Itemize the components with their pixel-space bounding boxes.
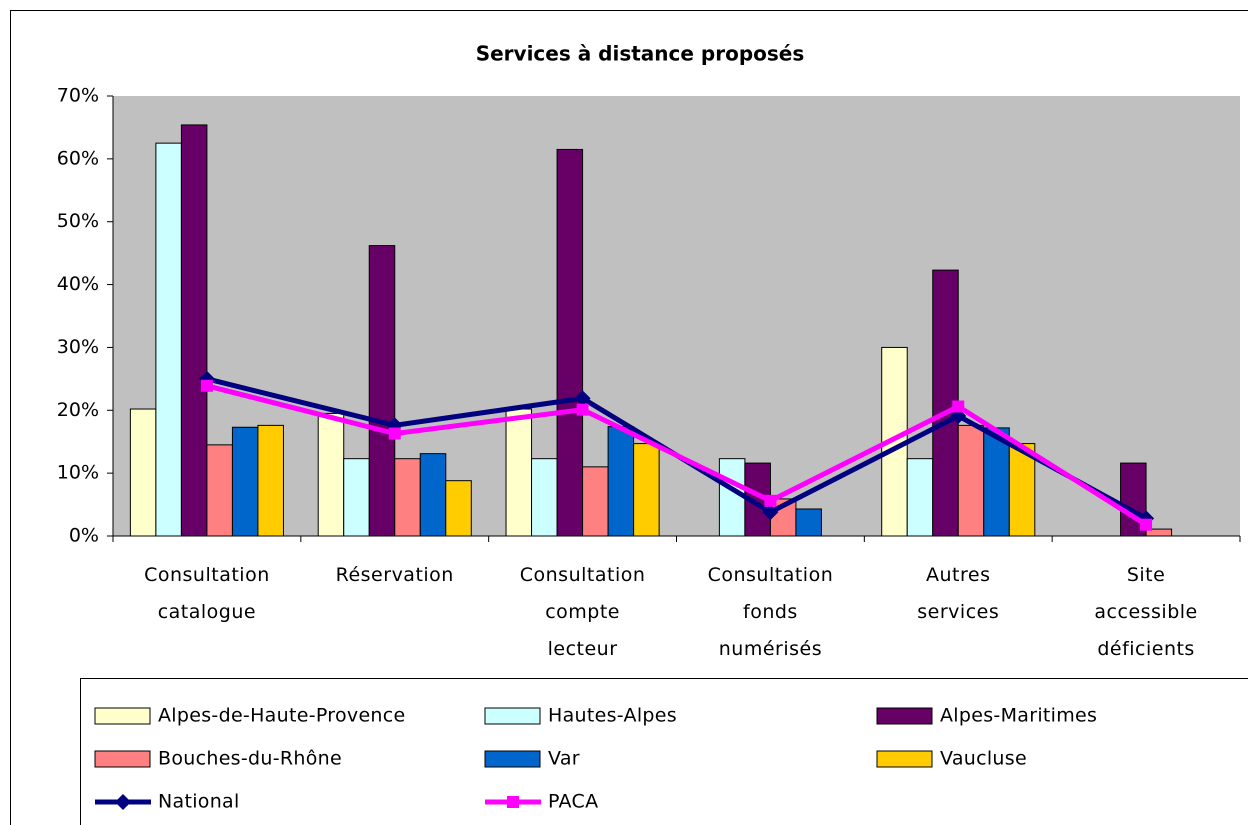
legend-marker bbox=[507, 796, 519, 808]
line-marker bbox=[1140, 518, 1153, 531]
line-marker bbox=[764, 494, 777, 507]
legend-label: Alpes-de-Haute-Provence bbox=[158, 705, 406, 727]
x-tick-line: Réservation bbox=[336, 564, 454, 586]
x-tick-line: Consultation bbox=[144, 564, 270, 586]
line-marker bbox=[762, 504, 779, 521]
bar bbox=[180, 124, 208, 537]
line-marker bbox=[388, 427, 401, 440]
y-tick-label: 40% bbox=[57, 273, 99, 295]
legend-swatch bbox=[94, 707, 151, 725]
x-tick-line: lecteur bbox=[548, 638, 618, 660]
x-tick-line: accessible bbox=[1094, 601, 1197, 623]
bar bbox=[607, 426, 635, 537]
x-tick-line: services bbox=[917, 601, 999, 623]
x-tick-line: Autres bbox=[926, 564, 990, 586]
bar bbox=[257, 424, 284, 537]
bar bbox=[983, 427, 1010, 537]
legend-swatch bbox=[876, 750, 933, 768]
chart-title: Services à distance proposés bbox=[476, 42, 805, 66]
x-tick-label: Consultation fonds numérisés bbox=[708, 564, 834, 660]
legend-label: Hautes-Alpes bbox=[548, 705, 677, 727]
legend-label: National bbox=[158, 791, 240, 813]
bar bbox=[206, 444, 233, 537]
y-tick-label: 70% bbox=[57, 85, 99, 107]
bar bbox=[1145, 528, 1173, 537]
bar bbox=[795, 508, 822, 537]
x-tick-label: Réservation bbox=[336, 564, 454, 586]
bar bbox=[531, 458, 558, 537]
bar bbox=[718, 458, 746, 537]
bar bbox=[317, 412, 345, 537]
legend-swatch bbox=[484, 750, 541, 768]
bar bbox=[368, 245, 396, 537]
legend-label: Alpes-Maritimes bbox=[940, 705, 1097, 727]
x-tick-line: compte bbox=[545, 601, 620, 623]
x-tick-label: Consultation compte lecteur bbox=[520, 564, 646, 660]
bar bbox=[957, 424, 985, 537]
x-tick-line: Consultation bbox=[708, 564, 834, 586]
x-tick-line: fonds bbox=[743, 601, 798, 623]
legend-label: Var bbox=[548, 748, 580, 770]
legend-swatch bbox=[876, 707, 933, 725]
line-marker bbox=[576, 403, 589, 416]
bar bbox=[419, 453, 447, 537]
bar bbox=[906, 458, 934, 537]
legend-marker bbox=[115, 794, 131, 810]
x-tick-label: Consultation catalogue bbox=[144, 564, 270, 623]
legend-swatch bbox=[94, 750, 151, 768]
x-tick-line: déficients bbox=[1097, 638, 1195, 660]
line bbox=[206, 383, 1148, 527]
bar bbox=[231, 426, 259, 537]
legend-label: PACA bbox=[548, 791, 598, 813]
legend bbox=[80, 678, 1248, 825]
legend-label: Vaucluse bbox=[940, 748, 1027, 770]
y-tick-label: 20% bbox=[57, 399, 99, 421]
bar bbox=[343, 458, 370, 537]
y-tick-label: 10% bbox=[57, 462, 99, 484]
line-marker bbox=[952, 400, 965, 413]
bar bbox=[1008, 443, 1036, 537]
x-tick-line: Site bbox=[1127, 564, 1165, 586]
bar bbox=[155, 142, 182, 537]
y-tick-label: 0% bbox=[69, 525, 99, 547]
line-marker bbox=[574, 390, 591, 407]
x-tick-line: catalogue bbox=[158, 601, 256, 623]
bar bbox=[394, 458, 421, 537]
legend-label: Bouches-du-Rhône bbox=[158, 748, 342, 770]
line-marker bbox=[200, 379, 213, 392]
x-tick-line: Consultation bbox=[520, 564, 646, 586]
bar bbox=[445, 480, 472, 537]
bar bbox=[505, 408, 533, 537]
y-tick-label: 50% bbox=[57, 210, 99, 232]
bar bbox=[556, 148, 584, 537]
legend-swatch bbox=[484, 707, 541, 725]
bar bbox=[582, 466, 609, 537]
bar bbox=[129, 408, 157, 537]
x-tick-label: Autres services bbox=[917, 564, 999, 623]
bar bbox=[633, 443, 660, 537]
y-tick-label: 60% bbox=[57, 147, 99, 169]
y-tick-label: 30% bbox=[57, 336, 99, 358]
x-tick-line: numérisés bbox=[719, 638, 822, 660]
